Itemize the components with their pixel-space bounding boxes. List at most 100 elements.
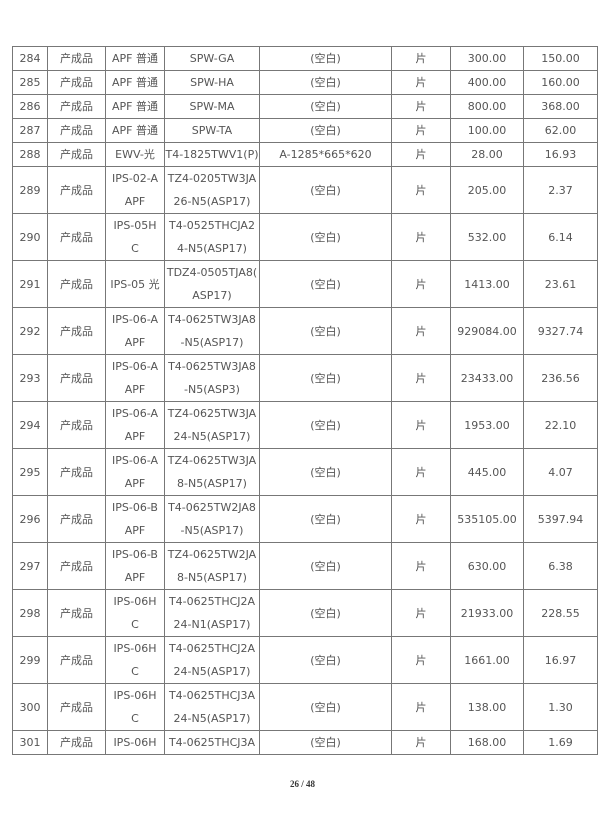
row-number-cell: 298: [12, 589, 48, 637]
unit-cell: 片: [391, 401, 451, 449]
model-cell: TZ4-0625TW3JA 8-N5(ASP17): [164, 448, 260, 496]
item-type-cell: 产成品: [47, 730, 106, 755]
item-type-cell: 产成品: [47, 94, 106, 119]
model-cell: T4-1825TWV1(P): [164, 142, 260, 167]
spec-cell: (空白): [259, 683, 392, 731]
spec-cell: (空白): [259, 636, 392, 684]
spec-cell: A-1285*665*620: [259, 142, 392, 167]
series-line: IPS-06-A: [111, 313, 159, 326]
table-row: 300 产成品 IPS-06H C T4-0625THCJ3A 24-N5(ASP17) (…: [12, 683, 598, 731]
spec-cell: (空白): [259, 354, 392, 402]
series-cell: IPS-06H C: [105, 589, 165, 637]
row-number-cell: 293: [12, 354, 48, 402]
unit-cell: 片: [391, 307, 451, 355]
row-number-cell: 296: [12, 495, 48, 543]
model-cell: SPW-GA: [164, 46, 260, 71]
series-line: APF 普通: [112, 100, 158, 113]
model-cell: SPW-HA: [164, 70, 260, 95]
series-line: IPS-06H: [113, 736, 157, 749]
model-line: 8-N5(ASP17): [177, 477, 247, 490]
series-line: APF 普通: [112, 124, 158, 137]
model-line: TZ4-0625TW2JA: [167, 548, 257, 561]
series-cell: IPS-06H C: [105, 636, 165, 684]
series-line: APF: [124, 336, 146, 349]
model-line: SPW-TA: [191, 124, 233, 137]
quantity-cell: 205.00: [450, 166, 524, 214]
series-cell: IPS-06-B APF: [105, 495, 165, 543]
unit-cell: 片: [391, 589, 451, 637]
series-line: APF: [124, 195, 146, 208]
series-line: IPS-06-A: [111, 454, 159, 467]
row-number-cell: 289: [12, 166, 48, 214]
model-cell: T4-0625THCJ3A 24-N5(ASP17): [164, 683, 260, 731]
item-type-cell: 产成品: [47, 46, 106, 71]
table-row: 299 产成品 IPS-06H C T4-0625THCJ2A 24-N5(ASP17) (…: [12, 636, 598, 684]
unit-cell: 片: [391, 166, 451, 214]
series-cell: IPS-06H C: [105, 683, 165, 731]
item-type-cell: 产成品: [47, 401, 106, 449]
model-cell: T4-0625TW2JA8 -N5(ASP17): [164, 495, 260, 543]
unit-cell: 片: [391, 354, 451, 402]
series-line: APF: [124, 383, 146, 396]
spec-cell: (空白): [259, 495, 392, 543]
spec-cell: (空白): [259, 542, 392, 590]
model-line: ASP17): [192, 289, 232, 302]
row-number-cell: 288: [12, 142, 48, 167]
quantity-cell: 100.00: [450, 118, 524, 143]
item-type-cell: 产成品: [47, 636, 106, 684]
series-line: C: [131, 618, 139, 631]
item-type-cell: 产成品: [47, 589, 106, 637]
model-cell: T4-0625THCJ2A 24-N5(ASP17): [164, 636, 260, 684]
model-line: T4-0625THCJ2A: [168, 595, 256, 608]
table-row: 289 产成品 IPS-02-A APF TZ4-0205TW3JA 26-N5(ASP1…: [12, 166, 598, 214]
series-line: APF: [124, 477, 146, 490]
series-cell: IPS-06-B APF: [105, 542, 165, 590]
row-number-cell: 285: [12, 70, 48, 95]
series-cell: IPS-05H C: [105, 213, 165, 261]
series-cell: APF 普通: [105, 118, 165, 143]
model-line: 24-N5(ASP17): [173, 665, 251, 678]
quantity-cell: 400.00: [450, 70, 524, 95]
spec-cell: (空白): [259, 118, 392, 143]
item-type-cell: 产成品: [47, 307, 106, 355]
series-line: APF: [124, 524, 146, 537]
series-line: IPS-06-B: [112, 548, 158, 561]
spec-cell: (空白): [259, 589, 392, 637]
amount-cell: 62.00: [523, 118, 598, 143]
unit-cell: 片: [391, 142, 451, 167]
quantity-cell: 535105.00: [450, 495, 524, 543]
model-line: -N5(ASP17): [180, 336, 244, 349]
series-cell: IPS-02-A APF: [105, 166, 165, 214]
table-row: 294 产成品 IPS-06-A APF TZ4-0625TW3JA 24-N5(ASP1…: [12, 401, 598, 449]
row-number-cell: 290: [12, 213, 48, 261]
table-row: 286 产成品 APF 普通 SPW-MA (空白) 片 800.00 368.00: [12, 94, 598, 119]
unit-cell: 片: [391, 213, 451, 261]
table-row: 295 产成品 IPS-06-A APF TZ4-0625TW3JA 8-N5(ASP17…: [12, 448, 598, 496]
spec-cell: (空白): [259, 213, 392, 261]
item-type-cell: 产成品: [47, 70, 106, 95]
table-row: 293 产成品 IPS-06-A APF T4-0625TW3JA8 -N5(ASP3) (…: [12, 354, 598, 402]
model-line: SPW-GA: [189, 52, 235, 65]
amount-cell: 1.30: [523, 683, 598, 731]
series-cell: APF 普通: [105, 46, 165, 71]
row-number-cell: 300: [12, 683, 48, 731]
table-row: 284 产成品 APF 普通 SPW-GA (空白) 片 300.00 150.00: [12, 46, 598, 71]
series-line: IPS-05H: [113, 219, 157, 232]
model-line: T4-0625TW3JA8: [168, 360, 256, 373]
series-line: IPS-06H: [113, 642, 157, 655]
unit-cell: 片: [391, 683, 451, 731]
quantity-cell: 21933.00: [450, 589, 524, 637]
amount-cell: 5397.94: [523, 495, 598, 543]
amount-cell: 1.69: [523, 730, 598, 755]
model-cell: TZ4-0625TW2JA 8-N5(ASP17): [164, 542, 260, 590]
spec-cell: (空白): [259, 307, 392, 355]
amount-cell: 236.56: [523, 354, 598, 402]
series-line: APF: [124, 571, 146, 584]
item-type-cell: 产成品: [47, 448, 106, 496]
model-line: T4-1825TWV1(P): [165, 148, 259, 161]
item-type-cell: 产成品: [47, 166, 106, 214]
series-line: IPS-06H: [113, 689, 157, 702]
quantity-cell: 1661.00: [450, 636, 524, 684]
series-cell: APF 普通: [105, 94, 165, 119]
table-row: 290 产成品 IPS-05H C T4-0525THCJA2 4-N5(ASP17) (空…: [12, 213, 598, 261]
